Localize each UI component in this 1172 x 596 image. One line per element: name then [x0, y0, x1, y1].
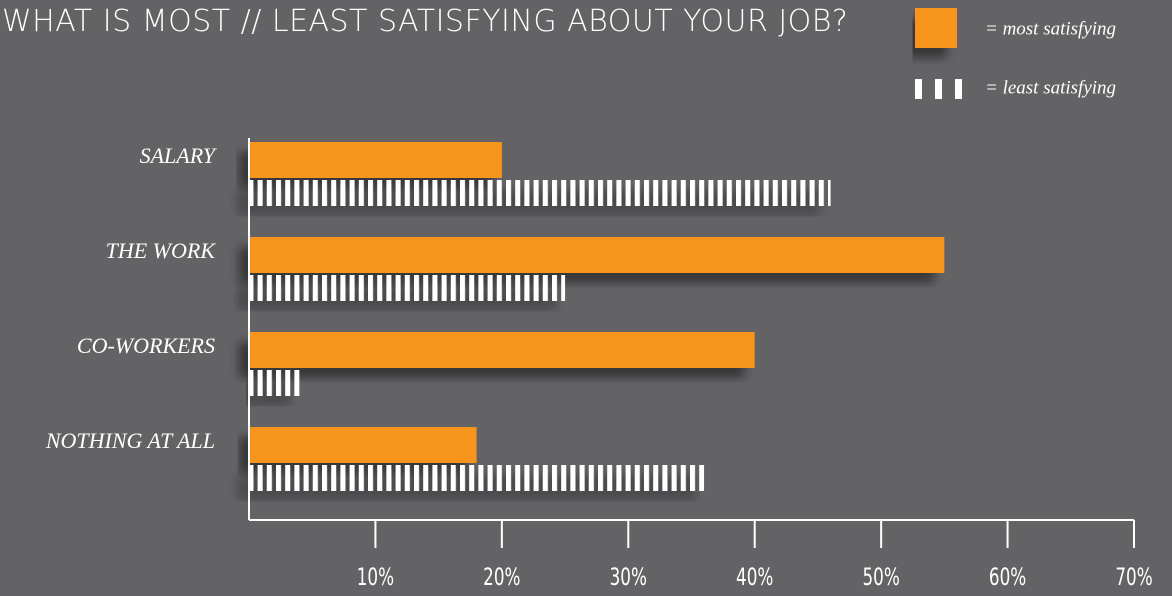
- bar-most: [249, 237, 945, 273]
- bar-least: [249, 180, 831, 206]
- x-tick-label: 50%: [862, 563, 899, 591]
- category-label: SALARY: [140, 143, 218, 168]
- legend-swatch-least: [935, 79, 942, 99]
- legend-label: = least satisfying: [985, 77, 1116, 98]
- legend-swatch-most: [915, 8, 957, 48]
- legend-swatch-least: [915, 79, 922, 99]
- x-tick-label: 70%: [1115, 563, 1152, 591]
- x-tick-label: 30%: [610, 563, 647, 591]
- category-label: THE WORK: [106, 238, 217, 263]
- x-tick-label: 60%: [989, 563, 1026, 591]
- chart-title: WHAT IS MOST // LEAST SATISFYING ABOUT Y…: [2, 4, 849, 39]
- x-tick-label: 10%: [357, 563, 394, 591]
- x-tick-label: 40%: [736, 563, 773, 591]
- bar-most: [249, 427, 477, 463]
- x-tick-label: 20%: [483, 563, 520, 591]
- bar-least: [249, 465, 705, 491]
- bar-least: [249, 275, 566, 301]
- bar-most: [249, 332, 755, 368]
- category-label: NOTHING AT ALL: [45, 428, 215, 453]
- category-label: CO-WORKERS: [77, 333, 215, 358]
- legend-label: = most satisfying: [985, 18, 1116, 39]
- legend-swatch-least: [955, 79, 962, 99]
- bar-least: [249, 370, 300, 396]
- bar-most: [249, 142, 502, 178]
